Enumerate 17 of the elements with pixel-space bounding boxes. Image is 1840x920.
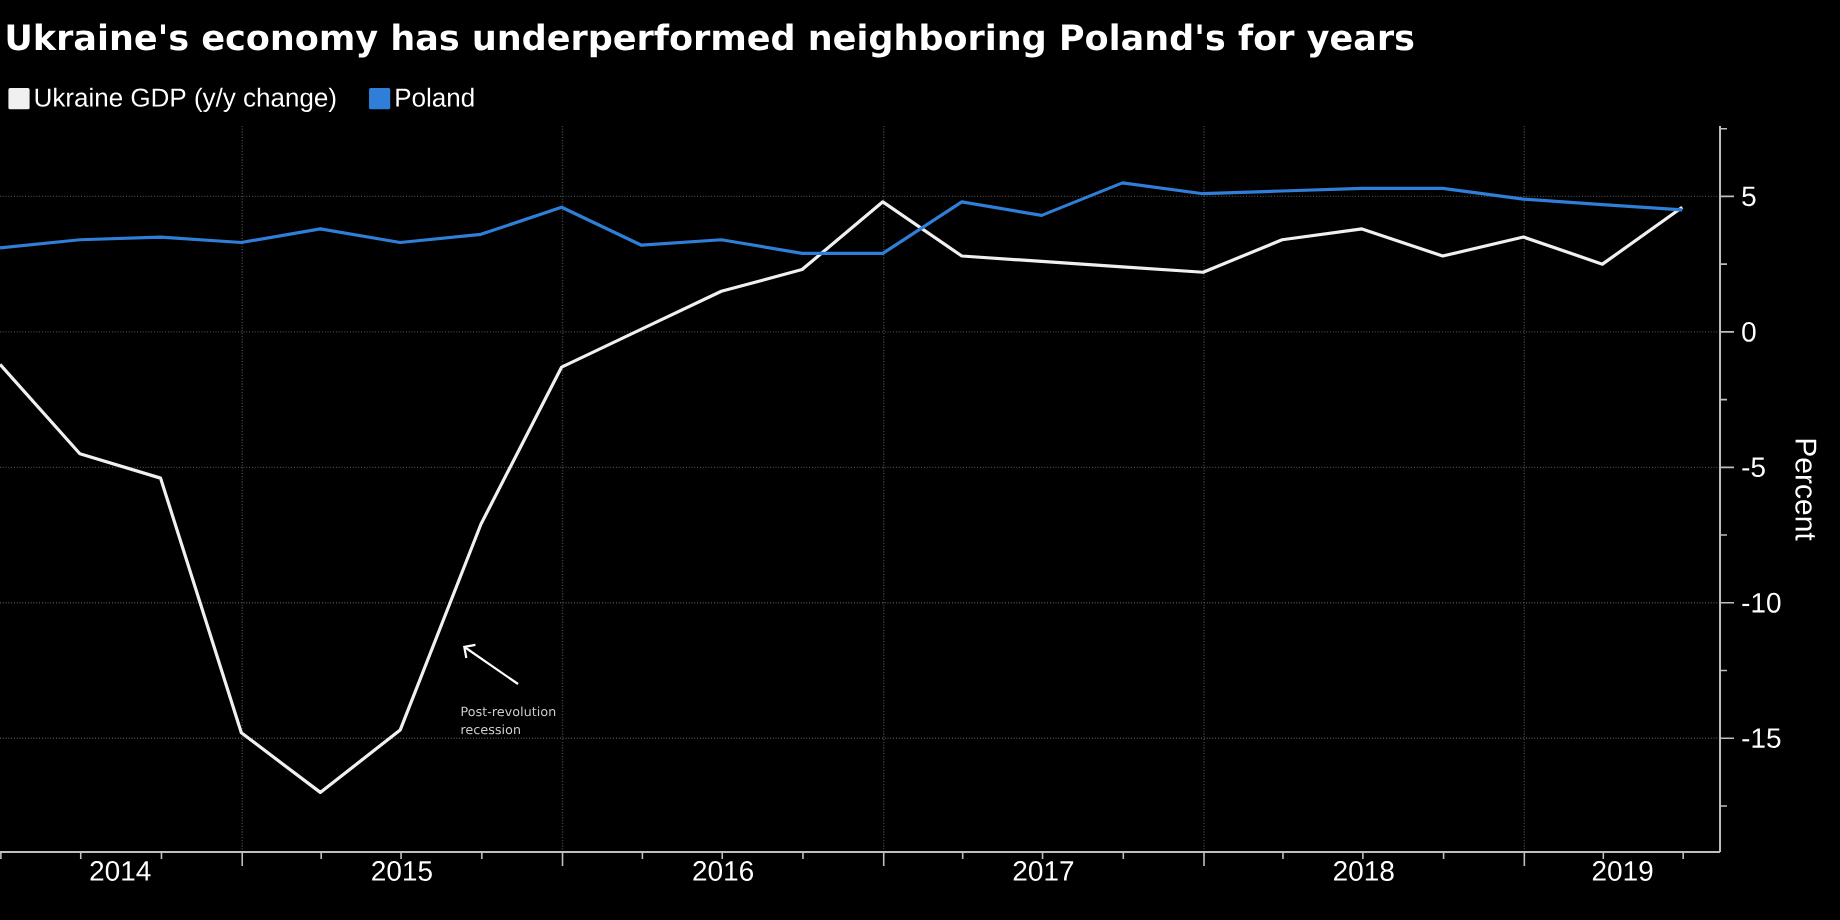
y-axis-title: Percent <box>1795 439 1817 541</box>
line-series <box>0 200 1684 794</box>
x-tick-label: 2018 <box>1334 861 1394 881</box>
x-tick-label: 2017 <box>1013 861 1074 881</box>
y-tick-label: 0 <box>1742 321 1756 342</box>
x-tick-label: 2014 <box>90 861 151 881</box>
x-tick-label: 2015 <box>372 861 432 881</box>
line-series <box>0 181 1684 255</box>
x-tick-label: 2019 <box>1592 861 1653 881</box>
y-tick-label: -15 <box>1742 728 1781 748</box>
legend-label: Ukraine GDP (y/y change) <box>35 87 336 112</box>
y-tick-label: 5 <box>1742 186 1756 207</box>
y-tick-label: -10 <box>1742 592 1781 613</box>
chart-title: Ukraine's economy has underperformed neighboring Poland's for years <box>7 23 1414 58</box>
legend-label: Poland <box>396 87 474 107</box>
y-tick-label: -5 <box>1742 457 1765 478</box>
x-tick-label: 2016 <box>693 861 754 881</box>
